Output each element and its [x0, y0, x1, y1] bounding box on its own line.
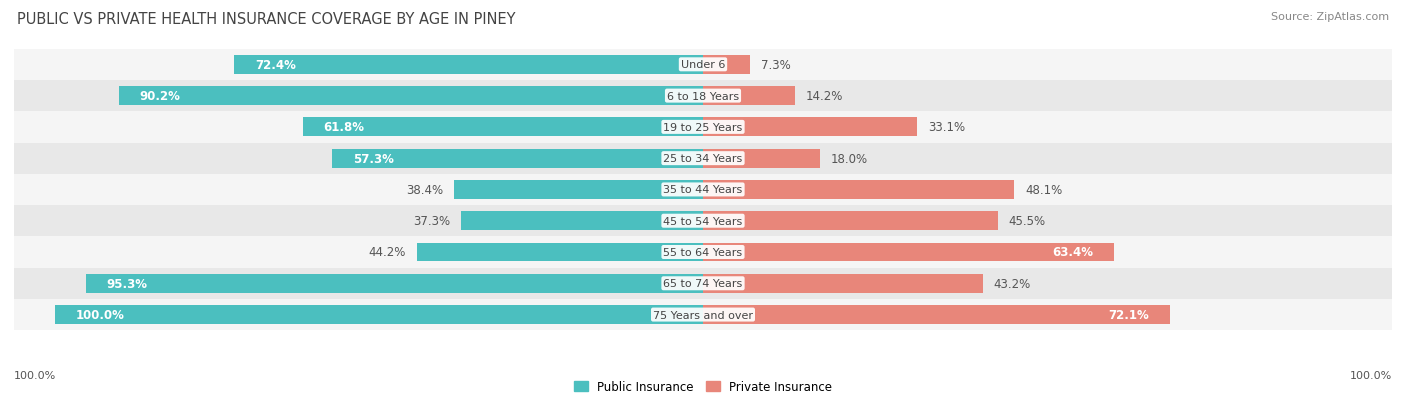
Text: 75 Years and over: 75 Years and over	[652, 310, 754, 320]
Text: 43.2%: 43.2%	[994, 277, 1031, 290]
Bar	[703, 274, 983, 293]
Text: 7.3%: 7.3%	[761, 59, 792, 71]
Bar	[332, 150, 703, 168]
Text: 57.3%: 57.3%	[353, 152, 394, 165]
Bar	[55, 306, 703, 324]
Text: 100.0%: 100.0%	[76, 309, 125, 321]
Bar	[703, 243, 1114, 262]
Text: Under 6: Under 6	[681, 60, 725, 70]
Text: 45 to 54 Years: 45 to 54 Years	[664, 216, 742, 226]
Bar	[14, 143, 1392, 174]
Text: 63.4%: 63.4%	[1052, 246, 1092, 259]
Text: 90.2%: 90.2%	[139, 90, 180, 103]
Text: 45.5%: 45.5%	[1008, 215, 1046, 228]
Bar	[703, 118, 917, 137]
Bar	[120, 87, 703, 106]
Bar	[454, 180, 703, 199]
Bar	[703, 87, 794, 106]
Bar	[703, 150, 820, 168]
Text: 100.0%: 100.0%	[1350, 370, 1392, 380]
Text: 33.1%: 33.1%	[928, 121, 966, 134]
Bar	[302, 118, 703, 137]
Text: PUBLIC VS PRIVATE HEALTH INSURANCE COVERAGE BY AGE IN PINEY: PUBLIC VS PRIVATE HEALTH INSURANCE COVER…	[17, 12, 516, 27]
Bar	[461, 212, 703, 230]
Text: 48.1%: 48.1%	[1025, 183, 1063, 197]
Text: 55 to 64 Years: 55 to 64 Years	[664, 247, 742, 257]
Text: 35 to 44 Years: 35 to 44 Years	[664, 185, 742, 195]
Bar	[86, 274, 703, 293]
Bar	[703, 180, 1015, 199]
Bar	[14, 268, 1392, 299]
Text: 37.3%: 37.3%	[413, 215, 450, 228]
Text: 44.2%: 44.2%	[368, 246, 406, 259]
Legend: Public Insurance, Private Insurance: Public Insurance, Private Insurance	[569, 375, 837, 398]
Bar	[14, 50, 1392, 81]
Bar	[14, 81, 1392, 112]
Text: 38.4%: 38.4%	[406, 183, 443, 197]
Text: 61.8%: 61.8%	[323, 121, 364, 134]
Text: 65 to 74 Years: 65 to 74 Years	[664, 279, 742, 289]
Text: 95.3%: 95.3%	[107, 277, 148, 290]
Bar	[416, 243, 703, 262]
Bar	[703, 212, 998, 230]
Bar	[14, 206, 1392, 237]
Bar	[14, 237, 1392, 268]
Bar	[235, 56, 703, 74]
Text: 18.0%: 18.0%	[831, 152, 868, 165]
Text: 72.4%: 72.4%	[254, 59, 295, 71]
Text: 72.1%: 72.1%	[1108, 309, 1149, 321]
Text: Source: ZipAtlas.com: Source: ZipAtlas.com	[1271, 12, 1389, 22]
Text: 14.2%: 14.2%	[806, 90, 844, 103]
Bar	[14, 299, 1392, 330]
Text: 6 to 18 Years: 6 to 18 Years	[666, 91, 740, 101]
Bar	[703, 56, 751, 74]
Text: 100.0%: 100.0%	[14, 370, 56, 380]
Bar	[703, 306, 1170, 324]
Text: 25 to 34 Years: 25 to 34 Years	[664, 154, 742, 164]
Bar	[14, 174, 1392, 206]
Text: 19 to 25 Years: 19 to 25 Years	[664, 123, 742, 133]
Bar	[14, 112, 1392, 143]
